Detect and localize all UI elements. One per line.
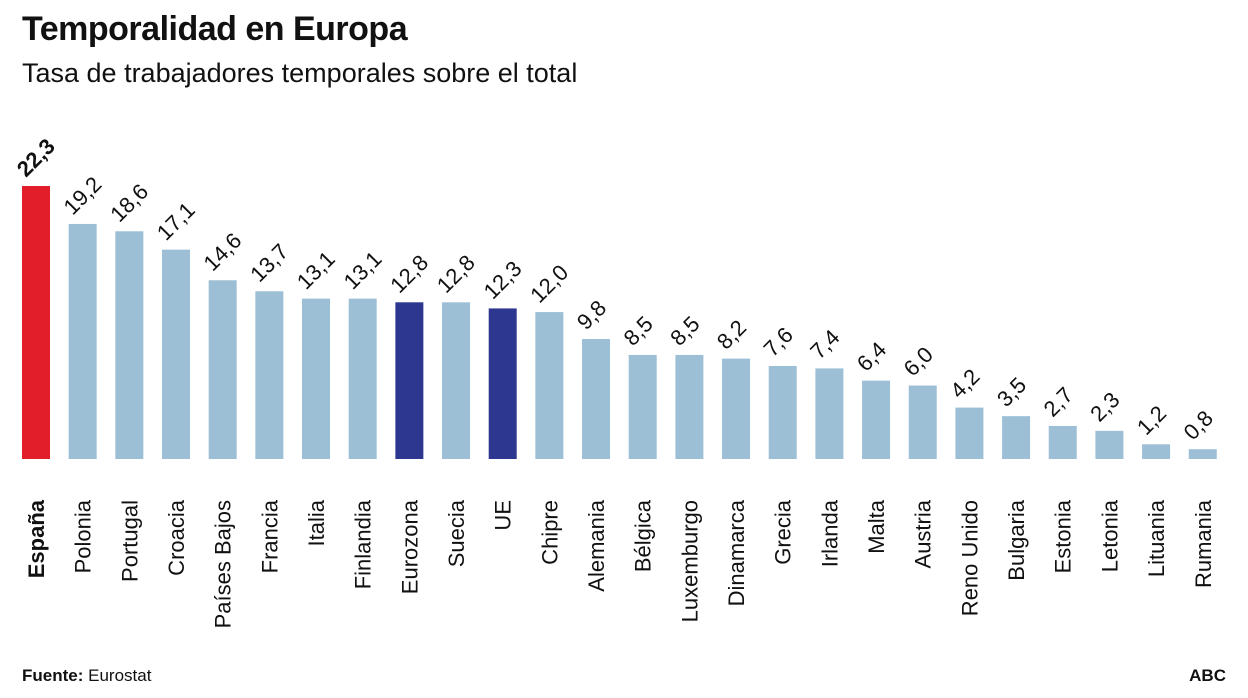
value-label: 17,1: [152, 197, 200, 245]
bar-suecia: [442, 302, 471, 459]
value-label: 1,2: [1132, 401, 1171, 440]
category-label: Malta: [864, 499, 889, 554]
category-label: Irlanda: [817, 499, 842, 567]
bar-reno-unido: [955, 407, 984, 459]
bar-luxemburgo: [675, 354, 704, 459]
value-label: 12,8: [432, 250, 480, 298]
bar-croacia: [162, 249, 191, 459]
value-label: 6,0: [899, 342, 938, 381]
category-label: Estonia: [1051, 499, 1076, 573]
category-label: UE: [491, 500, 516, 531]
value-label: 7,6: [759, 322, 798, 361]
category-label: Suecia: [444, 499, 469, 567]
category-label: Bélgica: [631, 499, 656, 572]
source-label: Fuente:: [22, 666, 84, 685]
value-label: 8,5: [619, 311, 658, 350]
value-label: 3,5: [992, 372, 1031, 411]
brand-logo: ABC: [1189, 666, 1226, 685]
value-label: 12,3: [479, 256, 527, 304]
bar-chipre: [535, 312, 564, 459]
category-label: España: [24, 499, 49, 578]
bar-lituania: [1142, 444, 1171, 459]
category-label: Países Bajos: [211, 500, 236, 628]
value-label: 13,1: [292, 246, 340, 294]
bar-alemania: [582, 339, 611, 459]
value-label: 8,2: [712, 315, 751, 354]
bar-eurozona: [395, 302, 424, 459]
value-label: 6,4: [852, 337, 891, 376]
category-label: Eurozona: [397, 499, 422, 594]
bar-austria: [908, 385, 937, 459]
bar-estonia: [1048, 425, 1077, 459]
category-label: Austria: [911, 499, 936, 568]
value-label: 19,2: [59, 172, 107, 220]
category-label: Dinamarca: [724, 499, 749, 606]
bar-italia: [302, 298, 331, 459]
value-label: 12,8: [385, 250, 433, 298]
source-value: Eurostat: [88, 666, 152, 685]
category-label: Chipre: [537, 500, 562, 565]
category-label: Italia: [304, 499, 329, 546]
category-label: Letonia: [1097, 499, 1122, 572]
bar-ue: [488, 308, 517, 459]
category-label: Rumania: [1191, 499, 1216, 588]
bar-francia: [255, 291, 284, 459]
value-label: 4,2: [945, 364, 984, 403]
bar-bélgica: [628, 354, 657, 459]
bar-españa: [22, 186, 50, 459]
category-label: Bulgaria: [1004, 499, 1029, 580]
bar-rumania: [1188, 449, 1217, 459]
bar-grecia: [768, 365, 797, 459]
bar-finlandia: [348, 298, 377, 459]
bar-polonia: [68, 223, 97, 459]
bar-irlanda: [815, 368, 844, 459]
value-label: 2,7: [1039, 382, 1078, 421]
value-label: 9,8: [572, 295, 611, 334]
category-label: Polonia: [71, 499, 96, 573]
bar-bulgaria: [1002, 416, 1031, 459]
category-label: Reno Unido: [957, 500, 982, 616]
category-label: Francia: [257, 499, 282, 573]
value-label: 22,3: [12, 134, 60, 182]
value-label: 12,0: [525, 260, 573, 308]
bar-letonia: [1095, 430, 1124, 459]
value-label: 13,1: [339, 246, 387, 294]
bar-dinamarca: [722, 358, 751, 459]
bar-malta: [862, 380, 891, 459]
category-label: Portugal: [117, 500, 142, 582]
category-label: Grecia: [771, 499, 796, 565]
value-label: 0,8: [1179, 405, 1218, 444]
value-label: 13,7: [245, 239, 293, 287]
value-label: 18,6: [105, 179, 153, 227]
value-label: 2,3: [1085, 387, 1124, 426]
category-label: Finlandia: [351, 499, 376, 589]
category-label: Alemania: [584, 499, 609, 591]
bar-países-bajos: [208, 280, 237, 459]
value-label: 14,6: [199, 228, 247, 276]
category-label: Croacia: [164, 499, 189, 576]
chart-subtitle: Tasa de trabajadores temporales sobre el…: [22, 58, 578, 88]
bar-portugal: [115, 231, 144, 459]
source-note: Fuente: Eurostat: [22, 666, 151, 686]
category-label: Luxemburgo: [677, 500, 702, 622]
value-label: 7,4: [805, 325, 844, 364]
category-label: Lituania: [1144, 499, 1169, 577]
chart-title: Temporalidad en Europa: [22, 10, 408, 48]
value-label: 8,5: [665, 311, 704, 350]
